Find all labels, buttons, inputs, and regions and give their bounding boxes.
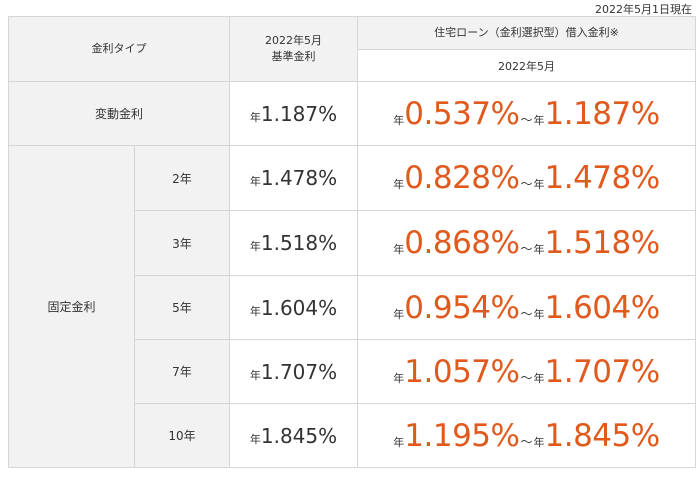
base-rate-value: 1.707% bbox=[260, 359, 338, 384]
year-prefix: 年 bbox=[249, 175, 261, 188]
range-tilde: ～ bbox=[520, 242, 533, 256]
range-tilde: ～ bbox=[520, 306, 533, 321]
loan-rate-cell: 年0.868%～年1.518% bbox=[357, 210, 696, 276]
range-tilde: ～ bbox=[520, 177, 533, 191]
loan-rate-cell: 年0.954%～年1.604% bbox=[357, 275, 696, 340]
year-prefix: 年 bbox=[393, 178, 405, 191]
loan-rate-max: 1.187% bbox=[544, 95, 661, 132]
loan-rate-cell: 年0.828%～年1.478% bbox=[357, 145, 696, 211]
year-prefix: 年 bbox=[533, 371, 545, 385]
header-loan-rate-month: 2022年5月 bbox=[357, 49, 696, 82]
term-label: 7年 bbox=[134, 339, 230, 404]
year-prefix: 年 bbox=[533, 178, 545, 191]
loan-rate-max: 1.707% bbox=[544, 353, 661, 390]
year-prefix: 年 bbox=[393, 435, 405, 449]
range-tilde: ～ bbox=[520, 434, 533, 449]
base-rate-value: 1.187% bbox=[260, 101, 338, 126]
table-row-fixed-10y: 10年 年1.845% 年1.195%～年1.845% bbox=[9, 403, 696, 468]
rate-type-fixed: 固定金利 bbox=[8, 145, 135, 468]
range-tilde: ～ bbox=[520, 112, 533, 127]
year-prefix: 年 bbox=[393, 307, 405, 321]
header-base-rate: 2022年5月 基準金利 bbox=[229, 16, 358, 82]
term-label: 3年 bbox=[134, 210, 230, 276]
loan-rate-cell: 年0.537%～年1.187% bbox=[357, 81, 696, 146]
term-label: 5年 bbox=[134, 275, 230, 340]
year-prefix: 年 bbox=[533, 435, 545, 449]
year-prefix: 年 bbox=[249, 368, 261, 382]
base-rate-cell: 年1.478% bbox=[229, 145, 358, 211]
table-row-fixed-2y: 固定金利 2年 年1.478% 年0.828%～年1.478% bbox=[8, 145, 696, 468]
year-prefix: 年 bbox=[393, 371, 405, 385]
base-rate-value: 1.845% bbox=[260, 423, 338, 448]
range-tilde: ～ bbox=[520, 370, 533, 385]
loan-rate-cell: 年1.195%～年1.845% bbox=[357, 403, 696, 468]
loan-rate-min: 0.537% bbox=[404, 95, 520, 132]
base-rate-value: 1.604% bbox=[260, 295, 338, 320]
year-prefix: 年 bbox=[533, 113, 545, 127]
year-prefix: 年 bbox=[249, 432, 261, 446]
year-prefix: 年 bbox=[249, 240, 261, 253]
base-rate-value: 1.518% bbox=[260, 231, 338, 255]
table-row-fixed-3y: 3年 年1.518% 年0.868%～年1.518% bbox=[9, 210, 696, 276]
year-prefix: 年 bbox=[249, 110, 261, 124]
year-prefix: 年 bbox=[393, 243, 405, 256]
loan-rate-cell: 年1.057%～年1.707% bbox=[357, 339, 696, 404]
table-row-fixed-5y: 5年 年1.604% 年0.954%～年1.604% bbox=[9, 275, 696, 340]
rate-type-variable: 変動金利 bbox=[8, 81, 230, 146]
header-rate-type: 金利タイプ bbox=[8, 16, 230, 82]
year-prefix: 年 bbox=[249, 304, 261, 318]
loan-rate-min: 0.828% bbox=[404, 160, 520, 196]
loan-rate-min: 1.057% bbox=[404, 353, 520, 390]
table-row-variable: 変動金利 年1.187% 年0.537%～年1.187% bbox=[8, 81, 696, 146]
base-rate-cell: 年1.604% bbox=[229, 275, 358, 340]
year-prefix: 年 bbox=[393, 113, 405, 127]
loan-rate-max: 1.604% bbox=[544, 289, 661, 326]
interest-rate-table: 金利タイプ 2022年5月 基準金利 住宅ローン（金利選択型）借入金利※ 202… bbox=[8, 16, 696, 468]
loan-rate-max: 1.845% bbox=[544, 417, 661, 454]
year-prefix: 年 bbox=[533, 307, 545, 321]
as-of-date: 2022年5月1日現在 bbox=[595, 3, 692, 16]
term-label: 10年 bbox=[134, 403, 230, 468]
loan-rate-max: 1.518% bbox=[544, 225, 661, 261]
term-label: 2年 bbox=[134, 145, 230, 211]
base-rate-value: 1.478% bbox=[260, 166, 338, 190]
loan-rate-min: 0.868% bbox=[404, 225, 520, 261]
base-rate-cell: 年1.518% bbox=[229, 210, 358, 276]
loan-rate-min: 1.195% bbox=[404, 417, 520, 454]
base-rate-cell: 年1.707% bbox=[229, 339, 358, 404]
loan-rate-min: 0.954% bbox=[404, 289, 520, 326]
year-prefix: 年 bbox=[533, 243, 545, 256]
base-rate-cell: 年1.845% bbox=[229, 403, 358, 468]
base-rate-cell: 年1.187% bbox=[229, 81, 358, 146]
loan-rate-max: 1.478% bbox=[544, 160, 661, 196]
header-loan-rate: 住宅ローン（金利選択型）借入金利※ bbox=[357, 16, 696, 50]
